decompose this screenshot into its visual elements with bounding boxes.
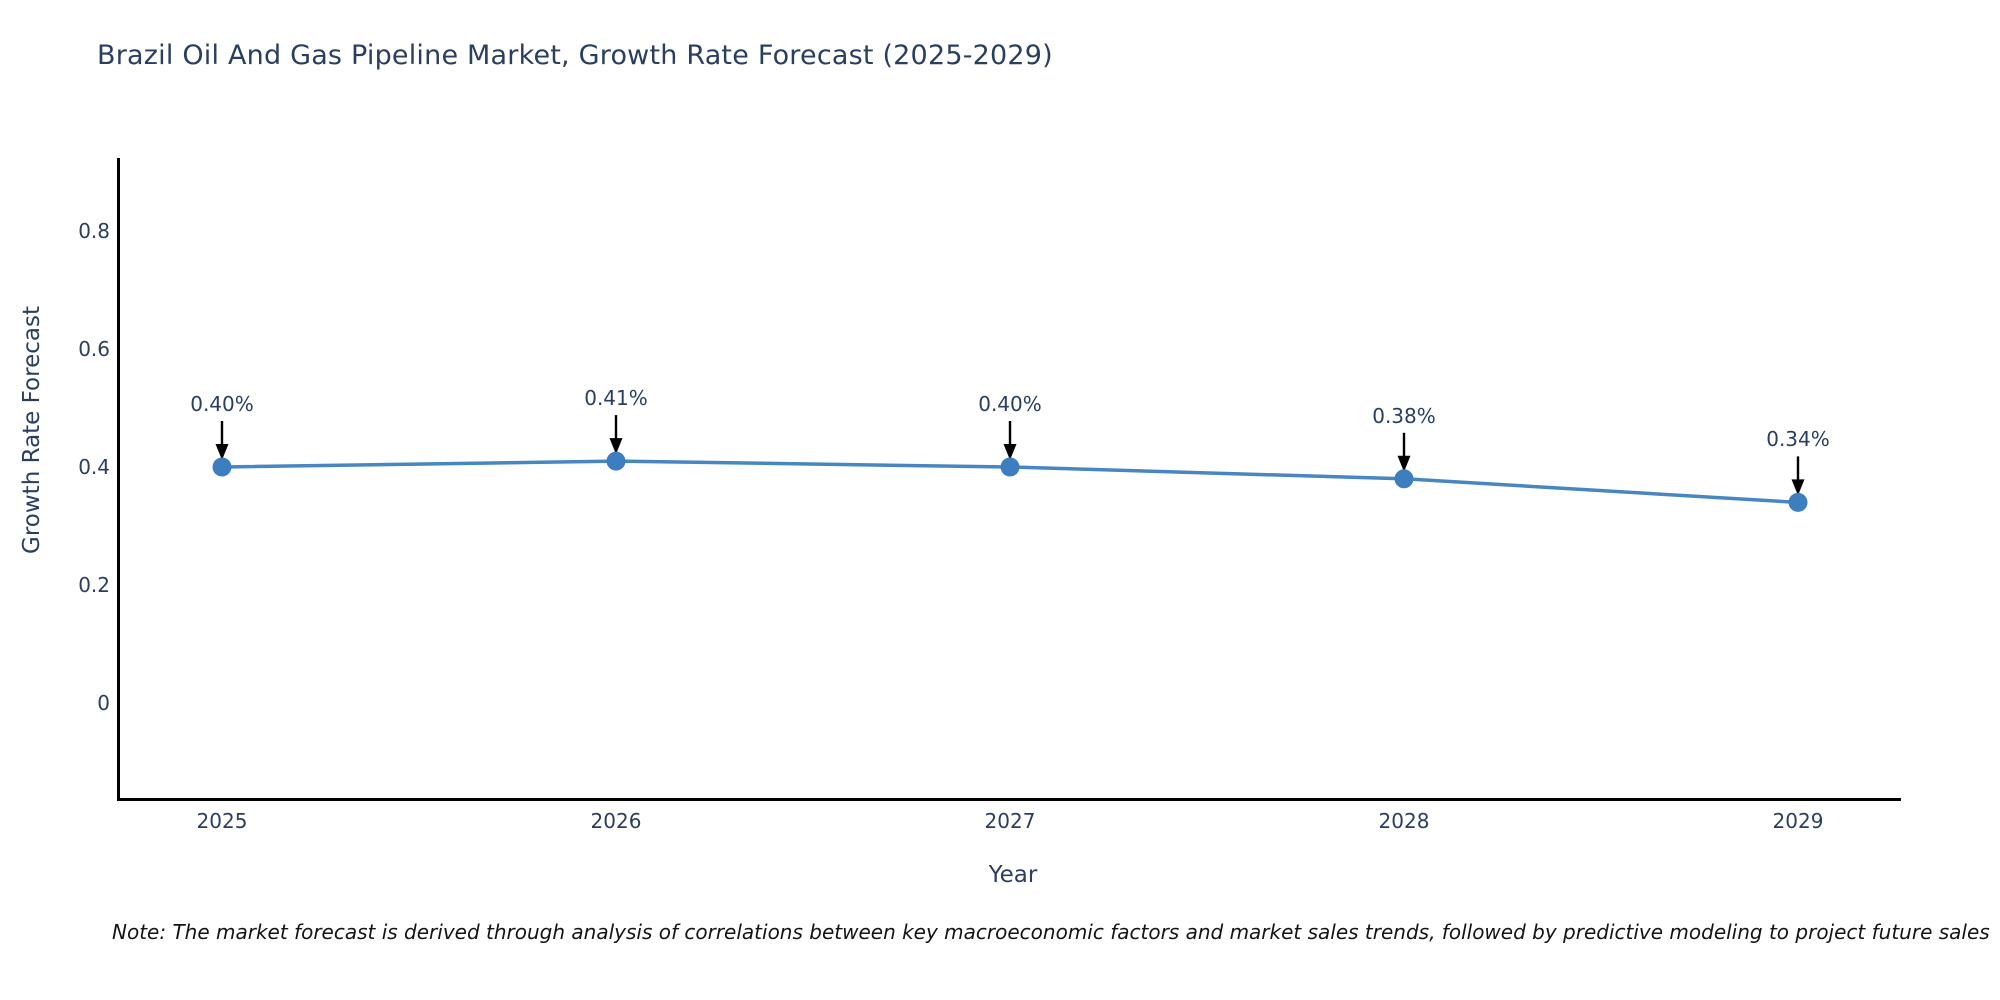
y-tick-0.8: 0.8 — [78, 219, 110, 243]
y-tick-0: 0 — [97, 691, 110, 715]
x-tick-2029: 2029 — [1772, 809, 1824, 833]
annotation-arrowhead — [1791, 479, 1805, 496]
x-axis-line — [117, 798, 1901, 801]
y-axis-line — [117, 158, 120, 801]
x-tick-2025: 2025 — [196, 809, 248, 833]
y-tick-0.4: 0.4 — [78, 455, 110, 479]
y-tick-0.6: 0.6 — [78, 337, 110, 361]
x-tick-2028: 2028 — [1378, 809, 1430, 833]
x-tick-2027: 2027 — [984, 809, 1036, 833]
point-label-2029: 0.34% — [1766, 427, 1830, 452]
data-point-2025 — [212, 457, 232, 477]
annotation-arrowhead — [215, 444, 229, 460]
data-point-2026 — [606, 451, 626, 471]
annotation-arrowhead — [1003, 444, 1017, 460]
data-point-2029 — [1788, 492, 1808, 512]
footnote: Note: The market forecast is derived thr… — [112, 920, 1990, 944]
chart-title: Brazil Oil And Gas Pipeline Market, Grow… — [97, 40, 1053, 71]
x-axis-title: Year — [988, 862, 1038, 888]
data-point-2028 — [1394, 469, 1414, 489]
y-tick-0.2: 0.2 — [78, 573, 110, 597]
point-label-2027: 0.40% — [978, 392, 1042, 416]
annotation-arrowhead — [1397, 455, 1411, 472]
point-label-2026: 0.41% — [584, 386, 648, 411]
point-label-2028: 0.38% — [1372, 403, 1436, 428]
point-label-2025: 0.40% — [190, 392, 254, 416]
data-point-2027 — [1000, 457, 1020, 477]
x-tick-2026: 2026 — [590, 809, 642, 833]
annotation-arrowhead — [609, 438, 623, 455]
